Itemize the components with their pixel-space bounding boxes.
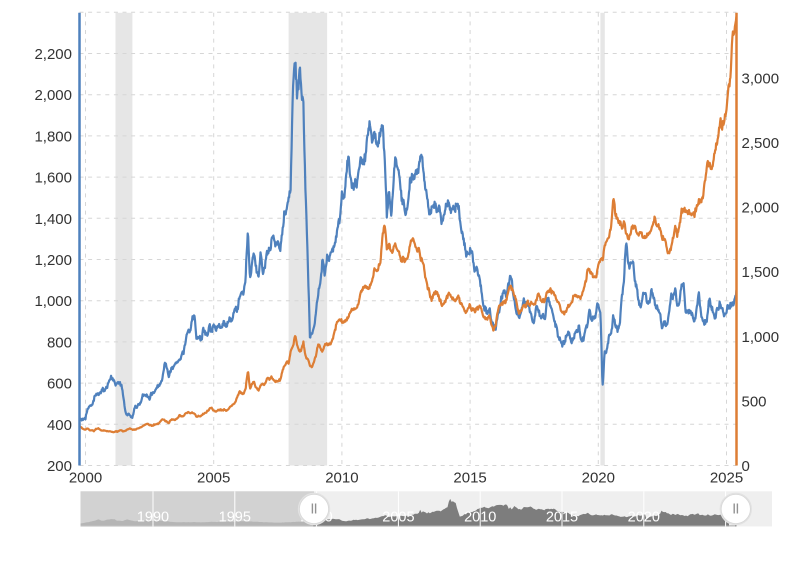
svg-text:500: 500 <box>742 393 767 410</box>
svg-text:1,000: 1,000 <box>742 329 780 346</box>
svg-text:2015: 2015 <box>546 510 578 526</box>
svg-text:200: 200 <box>47 458 72 475</box>
svg-text:1,000: 1,000 <box>34 293 72 310</box>
svg-text:2,500: 2,500 <box>742 135 780 152</box>
svg-text:800: 800 <box>47 334 72 351</box>
svg-text:1,400: 1,400 <box>34 211 72 228</box>
svg-text:2,000: 2,000 <box>742 200 780 217</box>
svg-text:2005: 2005 <box>382 510 414 526</box>
svg-text:2010: 2010 <box>464 510 496 526</box>
svg-text:2005: 2005 <box>197 470 230 487</box>
svg-text:1990: 1990 <box>137 510 169 526</box>
svg-text:1995: 1995 <box>219 510 251 526</box>
svg-text:2025: 2025 <box>710 470 743 487</box>
svg-text:2020: 2020 <box>628 510 660 526</box>
svg-text:2020: 2020 <box>582 470 615 487</box>
svg-text:1,800: 1,800 <box>34 128 72 145</box>
svg-text:1,600: 1,600 <box>34 170 72 187</box>
svg-text:2015: 2015 <box>453 470 486 487</box>
svg-text:2,200: 2,200 <box>34 46 72 63</box>
svg-text:2000: 2000 <box>69 470 102 487</box>
svg-text:400: 400 <box>47 417 72 434</box>
svg-text:2,000: 2,000 <box>34 87 72 104</box>
svg-text:2010: 2010 <box>325 470 358 487</box>
svg-text:0: 0 <box>742 458 750 475</box>
svg-text:1,500: 1,500 <box>742 264 780 281</box>
svg-text:3,000: 3,000 <box>742 70 780 87</box>
svg-text:600: 600 <box>47 376 72 393</box>
svg-text:1,200: 1,200 <box>34 252 72 269</box>
